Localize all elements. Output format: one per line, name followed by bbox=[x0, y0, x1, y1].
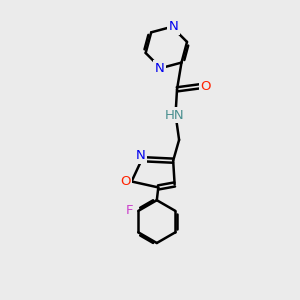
Text: N: N bbox=[169, 20, 178, 33]
Text: O: O bbox=[120, 175, 130, 188]
Text: N: N bbox=[154, 61, 164, 75]
Text: N: N bbox=[136, 149, 145, 162]
Text: O: O bbox=[201, 80, 211, 93]
Text: F: F bbox=[126, 204, 134, 218]
Text: HN: HN bbox=[165, 109, 185, 122]
